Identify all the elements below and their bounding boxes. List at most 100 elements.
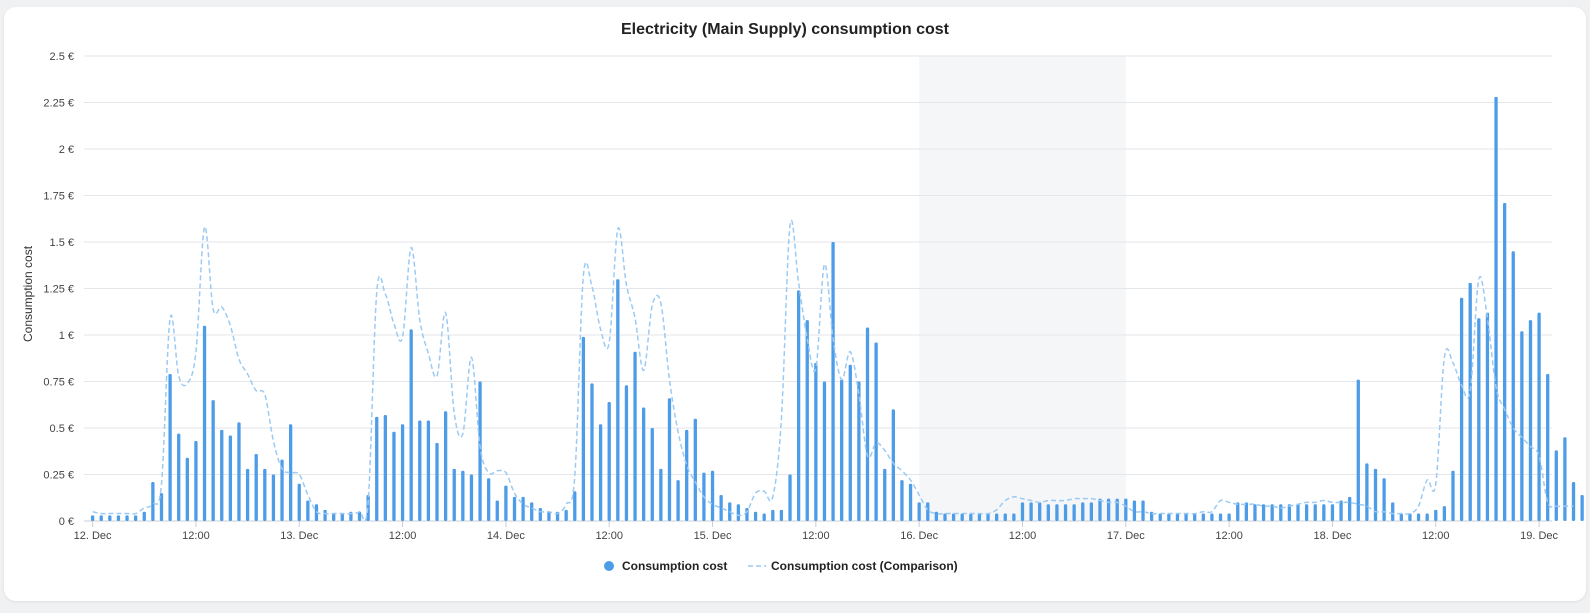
bar-consumption-cost[interactable] (1029, 502, 1033, 521)
bar-consumption-cost[interactable] (357, 511, 362, 521)
bar-consumption-cost[interactable] (1416, 513, 1421, 521)
bar-consumption-cost[interactable] (1287, 504, 1292, 521)
bar-consumption-cost[interactable] (288, 424, 293, 521)
bar-consumption-cost[interactable] (1304, 504, 1309, 521)
bar-consumption-cost[interactable] (90, 515, 95, 521)
bar-consumption-cost[interactable] (788, 474, 792, 522)
bar-consumption-cost[interactable] (1089, 502, 1094, 521)
bar-consumption-cost[interactable] (297, 483, 301, 521)
legend-item-consumption-cost-comparison[interactable]: Consumption cost (Comparison) (748, 559, 958, 573)
bar-consumption-cost[interactable] (1279, 504, 1283, 521)
bar-consumption-cost[interactable] (969, 513, 973, 521)
bar-consumption-cost[interactable] (986, 513, 990, 521)
bar-consumption-cost[interactable] (1124, 498, 1128, 521)
bar-consumption-cost[interactable] (392, 431, 396, 521)
bar-consumption-cost[interactable] (1408, 513, 1412, 521)
bar-consumption-cost[interactable] (1468, 282, 1472, 521)
bar-consumption-cost[interactable] (521, 496, 525, 521)
bar-consumption-cost[interactable] (142, 511, 146, 521)
bar-consumption-cost[interactable] (1382, 478, 1386, 521)
bar-consumption-cost[interactable] (762, 513, 766, 521)
bar-consumption-cost[interactable] (710, 470, 715, 521)
bar-consumption-cost[interactable] (667, 398, 672, 521)
bar-consumption-cost[interactable] (1546, 374, 1550, 521)
bar-consumption-cost[interactable] (512, 496, 517, 521)
bar-consumption-cost[interactable] (1528, 320, 1533, 521)
bar-consumption-cost[interactable] (564, 509, 568, 521)
bar-consumption-cost[interactable] (642, 407, 646, 521)
bar-consumption-cost[interactable] (220, 429, 224, 521)
bar-consumption-cost[interactable] (1012, 513, 1016, 521)
bar-consumption-cost[interactable] (202, 325, 207, 521)
bar-consumption-cost[interactable] (1227, 513, 1231, 521)
bar-consumption-cost[interactable] (185, 457, 189, 521)
bar-consumption-cost[interactable] (831, 242, 835, 521)
bar-consumption-cost[interactable] (943, 513, 947, 521)
bar-consumption-cost[interactable] (263, 468, 267, 521)
bar-consumption-cost[interactable] (469, 474, 474, 522)
bar-consumption-cost[interactable] (1580, 494, 1584, 521)
bar-consumption-cost[interactable] (409, 329, 413, 521)
bar-consumption-cost[interactable] (900, 480, 904, 521)
bar-consumption-cost[interactable] (237, 422, 241, 521)
bar-consumption-cost[interactable] (1055, 504, 1059, 521)
bar-consumption-cost[interactable] (211, 400, 215, 521)
bar-consumption-cost[interactable] (581, 336, 586, 521)
bar-consumption-cost[interactable] (1485, 312, 1490, 521)
bar-consumption-cost[interactable] (116, 515, 121, 521)
bar-consumption-cost[interactable] (573, 491, 577, 521)
bar-consumption-cost[interactable] (1081, 502, 1085, 521)
bar-consumption-cost[interactable] (228, 435, 233, 521)
bar-consumption-cost[interactable] (1210, 513, 1214, 521)
bar-consumption-cost[interactable] (254, 454, 258, 521)
bar-consumption-cost[interactable] (340, 513, 344, 521)
bar-consumption-cost[interactable] (1434, 509, 1438, 521)
bar-consumption-cost[interactable] (245, 468, 250, 521)
bar-consumption-cost[interactable] (435, 442, 439, 521)
bar-consumption-cost[interactable] (607, 401, 611, 521)
bar-consumption-cost[interactable] (306, 500, 310, 521)
bar-consumption-cost[interactable] (1511, 251, 1515, 522)
bar-consumption-cost[interactable] (504, 485, 508, 521)
bar-consumption-cost[interactable] (659, 468, 663, 521)
bar-consumption-cost[interactable] (151, 481, 155, 521)
bar-consumption-cost[interactable] (1244, 502, 1248, 521)
bar-consumption-cost[interactable] (685, 429, 689, 521)
bar-consumption-cost[interactable] (547, 511, 551, 521)
bar-consumption-cost[interactable] (323, 509, 327, 521)
bar-consumption-cost[interactable] (134, 515, 138, 521)
bar-consumption-cost[interactable] (332, 513, 336, 521)
bar-consumption-cost[interactable] (280, 459, 284, 521)
bar-consumption-cost[interactable] (1494, 96, 1498, 522)
bar-consumption-cost[interactable] (822, 381, 827, 522)
bar-consumption-cost[interactable] (1399, 513, 1403, 521)
bar-consumption-cost[interactable] (1167, 513, 1171, 521)
bar-consumption-cost[interactable] (951, 513, 956, 521)
series-consumption-cost-comparison-line[interactable] (92, 219, 1574, 522)
series-consumption-cost[interactable] (90, 96, 1586, 522)
bar-consumption-cost[interactable] (461, 470, 465, 521)
bar-consumption-cost[interactable] (1141, 500, 1145, 521)
legend-item-consumption-cost[interactable]: Consumption cost (604, 559, 727, 573)
bar-consumption-cost[interactable] (995, 513, 999, 521)
bar-consumption-cost[interactable] (1253, 504, 1257, 521)
bar-consumption-cost[interactable] (598, 424, 603, 521)
bar-consumption-cost[interactable] (1261, 504, 1266, 521)
bar-consumption-cost[interactable] (1218, 513, 1223, 521)
bar-consumption-cost[interactable] (1451, 470, 1455, 521)
bar-consumption-cost[interactable] (1537, 312, 1541, 521)
bar-consumption-cost[interactable] (443, 411, 448, 521)
bar-consumption-cost[interactable] (1503, 202, 1507, 521)
bar-consumption-cost[interactable] (736, 504, 741, 521)
bar-consumption-cost[interactable] (814, 362, 818, 521)
bar-consumption-cost[interactable] (624, 385, 629, 521)
bar-consumption-cost[interactable] (1098, 498, 1102, 521)
bar-consumption-cost[interactable] (375, 416, 379, 521)
bar-consumption-cost[interactable] (1201, 513, 1205, 521)
bar-consumption-cost[interactable] (1365, 463, 1369, 521)
bar-consumption-cost[interactable] (1373, 468, 1378, 521)
bar-consumption-cost[interactable] (418, 420, 422, 521)
bar-consumption-cost[interactable] (1270, 504, 1274, 521)
bar-consumption-cost[interactable] (495, 500, 499, 521)
bar-consumption-cost[interactable] (1046, 504, 1050, 521)
